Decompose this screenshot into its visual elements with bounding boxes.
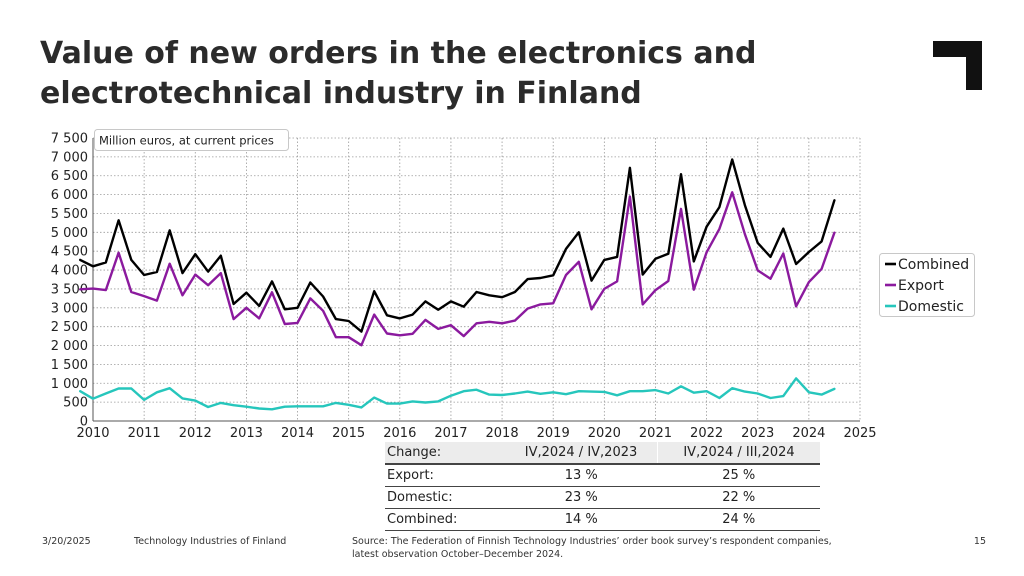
title-line-2: electrotechnical industry in Finland bbox=[40, 76, 642, 111]
y-tick-label: 500 bbox=[63, 396, 88, 411]
page-number: 15 bbox=[973, 536, 986, 547]
table-cell: 25 % bbox=[657, 464, 820, 487]
table-header-cell: Change: bbox=[385, 442, 505, 465]
x-tick-label: 2010 bbox=[76, 426, 109, 441]
y-tick-label: 3 500 bbox=[51, 282, 88, 297]
table-cell: Domestic: bbox=[385, 486, 505, 509]
series-line-combined bbox=[78, 158, 836, 333]
table-header-cell: IV,2024 / IV,2023 bbox=[505, 442, 658, 465]
y-tick-label: 2 000 bbox=[51, 339, 88, 354]
table-cell: 14 % bbox=[505, 508, 658, 531]
x-tick-label: 2013 bbox=[230, 426, 263, 441]
footer-organization: Technology Industries of Finland bbox=[134, 536, 287, 547]
table-row: Combined: 14 % 24 % bbox=[385, 508, 820, 531]
y-tick-label: 2 500 bbox=[51, 320, 88, 335]
y-tick-label: 7 000 bbox=[51, 150, 88, 165]
x-tick-label: 2023 bbox=[741, 426, 774, 441]
table-header-row: Change: IV,2024 / IV,2023 IV,2024 / III,… bbox=[385, 442, 820, 465]
x-tick-label: 2025 bbox=[843, 426, 876, 441]
page-title: Value of new orders in the electronics a… bbox=[40, 34, 756, 114]
table-cell: Combined: bbox=[385, 508, 505, 531]
x-tick-label: 2019 bbox=[537, 426, 570, 441]
x-tick-label: 2012 bbox=[179, 426, 212, 441]
table-row: Export: 13 % 25 % bbox=[385, 464, 820, 487]
y-tick-label: 3 000 bbox=[51, 301, 88, 316]
footer-date: 3/20/2025 bbox=[42, 536, 91, 547]
table-cell: 13 % bbox=[505, 464, 658, 487]
table-cell: 24 % bbox=[657, 508, 820, 531]
y-tick-label: 4 500 bbox=[51, 245, 88, 260]
legend-box bbox=[879, 253, 975, 317]
y-tick-label: 5 500 bbox=[51, 207, 88, 222]
x-tick-label: 2020 bbox=[588, 426, 621, 441]
legend-label: Export bbox=[898, 278, 944, 294]
y-tick-label: 0 bbox=[80, 415, 88, 430]
x-tick-label: 2021 bbox=[639, 426, 672, 441]
corner-bracket-logo-icon bbox=[933, 41, 982, 90]
annotation-box bbox=[94, 129, 289, 151]
y-tick-label: 4 000 bbox=[51, 264, 88, 279]
series-line-domestic bbox=[78, 377, 836, 411]
footer-source-line-2: latest observation October–December 2024… bbox=[352, 549, 564, 560]
series-line-export bbox=[78, 191, 836, 347]
table-cell: Export: bbox=[385, 464, 505, 487]
x-tick-label: 2015 bbox=[332, 426, 365, 441]
x-tick-label: 2024 bbox=[792, 426, 825, 441]
x-tick-label: 2018 bbox=[486, 426, 519, 441]
footer-source: Source: The Federation of Finnish Techno… bbox=[352, 535, 832, 561]
y-tick-label: 7 500 bbox=[51, 132, 88, 147]
x-tick-label: 2014 bbox=[281, 426, 314, 441]
legend-label: Domestic bbox=[898, 299, 964, 315]
table-cell: 22 % bbox=[657, 486, 820, 509]
y-tick-label: 5 000 bbox=[51, 226, 88, 241]
y-tick-label: 1 000 bbox=[51, 377, 88, 392]
legend-label: Combined bbox=[898, 257, 969, 273]
y-tick-label: 1 500 bbox=[51, 358, 88, 373]
x-tick-label: 2011 bbox=[128, 426, 161, 441]
y-tick-label: 6 000 bbox=[51, 188, 88, 203]
title-line-1: Value of new orders in the electronics a… bbox=[40, 36, 757, 71]
footer-source-line-1: Source: The Federation of Finnish Techno… bbox=[352, 536, 832, 547]
y-tick-label: 6 500 bbox=[51, 169, 88, 184]
table-header-cell: IV,2024 / III,2024 bbox=[657, 442, 820, 465]
x-tick-label: 2016 bbox=[383, 426, 416, 441]
x-tick-label: 2022 bbox=[690, 426, 723, 441]
table-cell: 23 % bbox=[505, 486, 658, 509]
change-table: Change: IV,2024 / IV,2023 IV,2024 / III,… bbox=[385, 442, 820, 531]
table-row: Domestic: 23 % 22 % bbox=[385, 486, 820, 509]
x-tick-label: 2017 bbox=[434, 426, 467, 441]
chart-annotation: Million euros, at current prices bbox=[99, 134, 274, 148]
